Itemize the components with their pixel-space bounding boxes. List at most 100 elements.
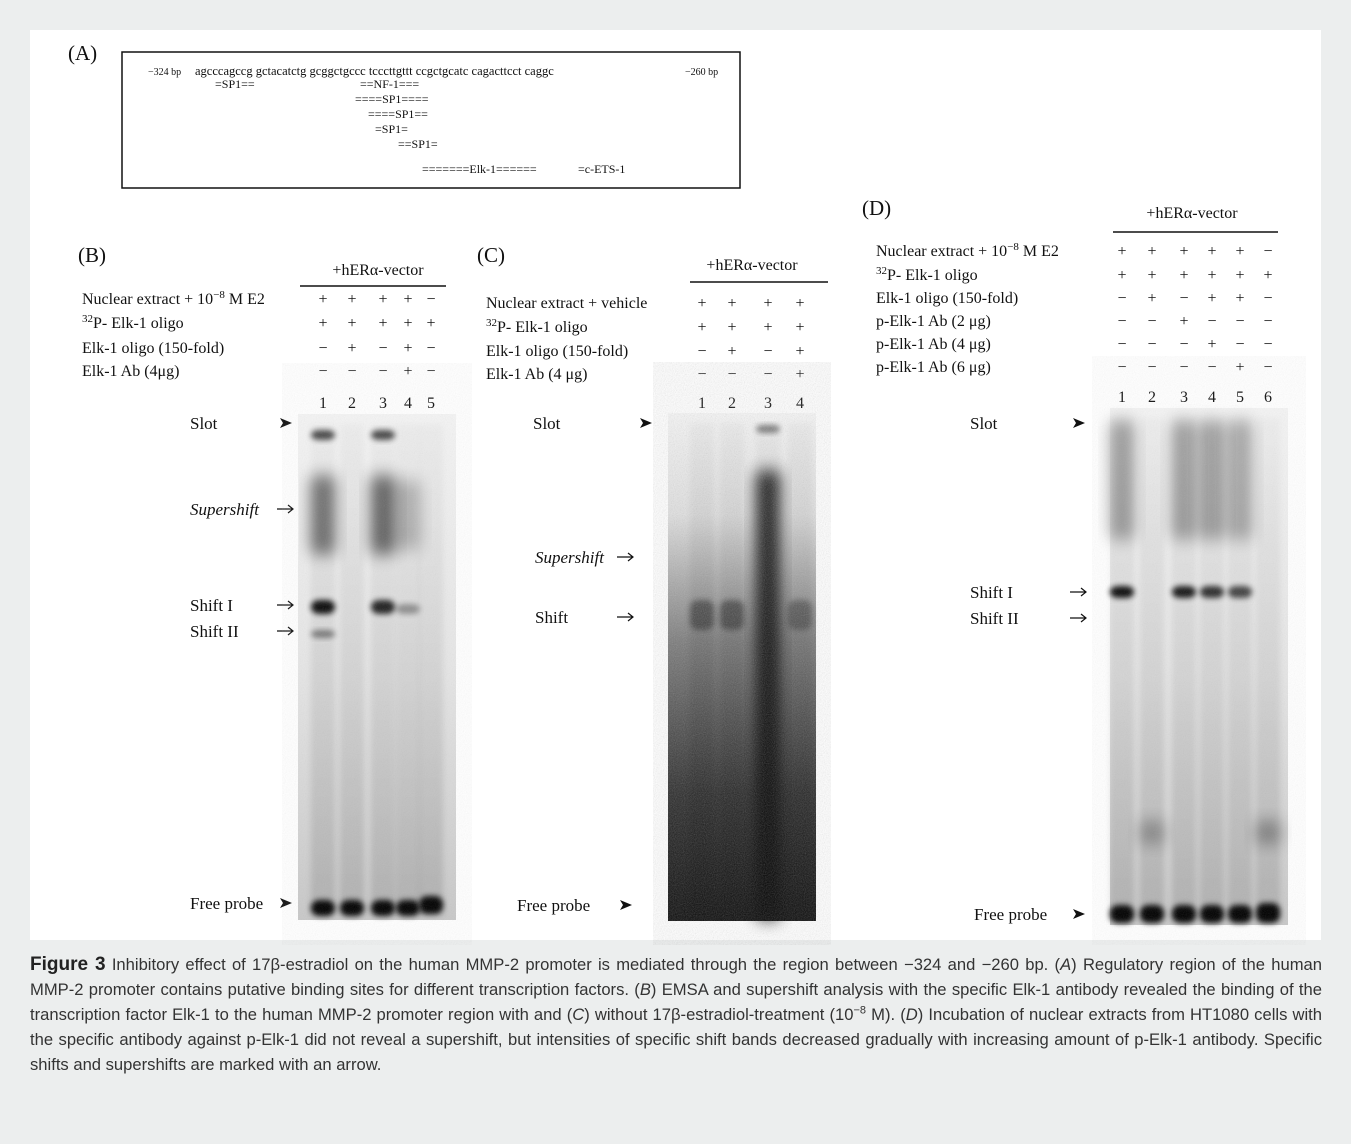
arrow xyxy=(277,504,294,514)
binding-site: =======Elk-1====== xyxy=(422,162,537,176)
caption-text: Inhibitory effect of 17β-estradiol on th… xyxy=(105,955,1061,974)
sign: + xyxy=(378,291,387,308)
arrow xyxy=(617,552,634,562)
sign: + xyxy=(403,363,412,380)
sign: + xyxy=(697,295,706,312)
row-label-text: P- Elk-1 oligo xyxy=(497,319,588,336)
sign: + xyxy=(697,319,706,336)
sequence-start: −324 bp xyxy=(148,67,181,78)
sign: + xyxy=(347,340,356,357)
row-label-text: Nuclear extract + 10 xyxy=(82,291,213,308)
row-label: Elk-1 Ab (4 μg) xyxy=(486,366,587,383)
sign: + xyxy=(378,315,387,332)
sign: + xyxy=(795,366,804,383)
sign: + xyxy=(795,343,804,360)
row-label: Elk-1 oligo (150-fold) xyxy=(876,290,1018,307)
sign: + xyxy=(403,340,412,357)
sign: + xyxy=(763,295,772,312)
lane-number: 3 xyxy=(379,395,387,412)
sign: − xyxy=(1179,359,1188,376)
row-label: 32P- Elk-1 oligo xyxy=(82,313,184,332)
sign: + xyxy=(1179,267,1188,284)
arrow xyxy=(277,600,294,610)
row-label: Nuclear extract + 10−8 M E2 xyxy=(82,289,265,308)
marker-label: Supershift xyxy=(190,500,260,519)
row-label-text: Elk-1 oligo (150-fold) xyxy=(486,343,628,360)
sequence-box xyxy=(121,51,741,189)
lane-number: 1 xyxy=(319,395,327,412)
sign: − xyxy=(1117,290,1126,307)
lane-number: 2 xyxy=(1148,389,1156,406)
sign: − xyxy=(1207,359,1216,376)
panel-a: (A) −324 bp agcccagccg gctacatctg gcggct… xyxy=(68,41,741,189)
sign: − xyxy=(378,340,387,357)
sign: + xyxy=(318,291,327,308)
arrow xyxy=(277,626,294,636)
header: +hERα-vector xyxy=(706,257,798,274)
sign: − xyxy=(727,366,736,383)
sign: + xyxy=(795,295,804,312)
row-label-text: P- Elk-1 oligo xyxy=(887,267,978,284)
arrowhead xyxy=(280,898,292,908)
sign: − xyxy=(1263,243,1272,260)
binding-site: ==SP1= xyxy=(398,137,438,151)
binding-site: =SP1= xyxy=(375,122,408,136)
sign: + xyxy=(727,319,736,336)
marker-label: Free probe xyxy=(974,905,1047,924)
row-label: p-Elk-1 Ab (6 μg) xyxy=(876,359,991,376)
row-label: Elk-1 oligo (150-fold) xyxy=(486,343,628,360)
gel-noise xyxy=(668,413,816,921)
binding-site: ====SP1== xyxy=(368,107,428,121)
caption-label: Figure 3 xyxy=(30,954,106,975)
arrowhead xyxy=(280,418,292,428)
sign: + xyxy=(727,295,736,312)
sign: − xyxy=(1179,290,1188,307)
gel-noise xyxy=(298,414,456,920)
caption-ref: C xyxy=(572,1005,585,1024)
arrowhead xyxy=(640,418,652,428)
row-label-text: Elk-1 Ab (4 μg) xyxy=(486,366,587,383)
lane-number: 5 xyxy=(427,395,435,412)
panel-label: (D) xyxy=(862,196,891,220)
sign: + xyxy=(1179,243,1188,260)
row-label-text: p-Elk-1 Ab (6 μg) xyxy=(876,359,991,376)
sign: − xyxy=(1117,336,1126,353)
sign: − xyxy=(1117,313,1126,330)
arrow xyxy=(1070,613,1087,623)
binding-site: =SP1== xyxy=(215,77,255,91)
sign: − xyxy=(318,340,327,357)
sign: + xyxy=(1179,313,1188,330)
sign: − xyxy=(347,363,356,380)
row-label-text: Elk-1 oligo (150-fold) xyxy=(82,340,224,357)
sign: + xyxy=(426,315,435,332)
row-label: Elk-1 Ab (4μg) xyxy=(82,363,179,380)
row-label: 32P- Elk-1 oligo xyxy=(486,317,588,336)
sign: + xyxy=(403,291,412,308)
panel-c: (C) +hERα-vector Nuclear extract + vehicle… xyxy=(477,243,828,921)
sign: + xyxy=(795,319,804,336)
panel-d: (D) +hERα-vector Nuclear extract + 10−8 M … xyxy=(862,196,1288,925)
marker-label: Free probe xyxy=(190,894,263,913)
sign: − xyxy=(426,363,435,380)
marker-label: Shift II xyxy=(970,609,1019,628)
sign: − xyxy=(318,363,327,380)
row-label: Nuclear extract + 10−8 M E2 xyxy=(876,241,1059,260)
caption-text: ) without 17β-estradiol-treatment (10 xyxy=(584,1005,854,1024)
lane-number: 1 xyxy=(1118,389,1126,406)
lane-number: 1 xyxy=(698,395,706,412)
superscript: 32 xyxy=(876,265,887,277)
marker-label: Slot xyxy=(970,414,998,433)
caption-text: ) EMSA and supershift analysis with the … xyxy=(30,980,1322,1024)
binding-site: ==NF-1=== xyxy=(360,77,419,91)
sign: + xyxy=(1147,243,1156,260)
row-label: p-Elk-1 Ab (2 μg) xyxy=(876,313,991,330)
sign: − xyxy=(1179,336,1188,353)
sign: − xyxy=(763,343,772,360)
row-label-text: M E2 xyxy=(225,291,265,308)
lane-number: 4 xyxy=(1208,389,1216,406)
caption-ref: A xyxy=(1060,955,1072,974)
marker-label: Slot xyxy=(190,414,218,433)
sign: − xyxy=(697,343,706,360)
marker-label: Shift xyxy=(535,608,568,627)
sign: − xyxy=(1263,336,1272,353)
